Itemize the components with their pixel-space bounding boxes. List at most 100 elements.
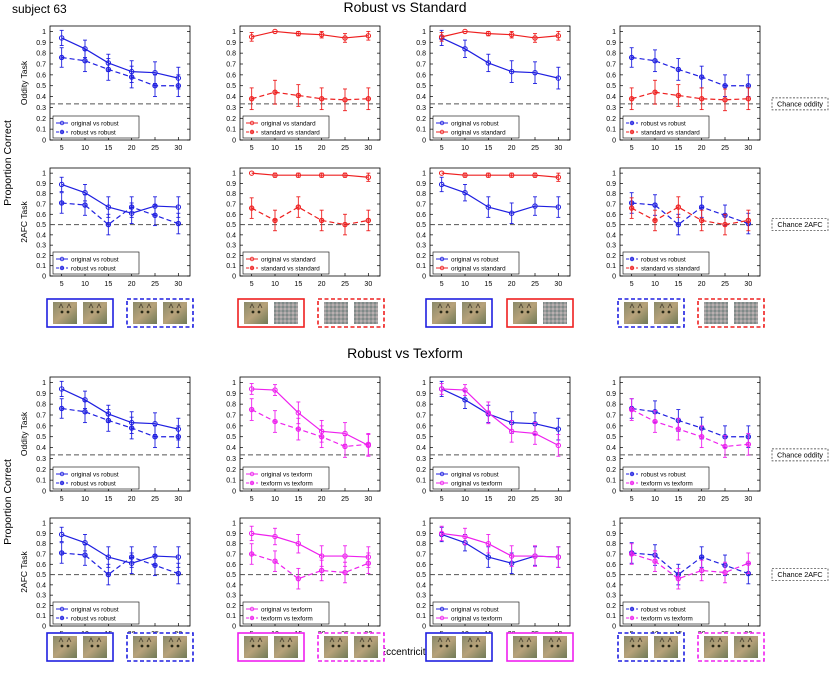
cat-ears [739,637,753,643]
y-tick-label: 0 [422,138,426,145]
y-tick-label: 0.5 [226,222,236,229]
y-tick-label: 0.3 [36,593,46,600]
data-point [462,533,468,540]
x-tick-label: 30 [364,281,372,288]
legend-entry: robust vs robust [71,480,116,487]
cat-eye [90,310,94,314]
y-tick-label: 0.6 [416,72,426,79]
chart-1-afc-2: 00.10.20.30.40.50.60.70.80.9151015202530… [416,517,571,638]
data-point [175,570,182,577]
data-point [272,558,278,564]
thumbnails-layer [46,298,765,662]
x-tick-label: 20 [508,496,516,503]
cat-image [324,636,348,658]
cat-eye [170,644,174,648]
row-label: 2AFC Task [19,551,29,593]
x-tick-label: 10 [271,496,279,503]
series-line-1 [61,552,179,576]
cat-eye [520,644,524,648]
data-point [698,217,705,224]
data-point [675,92,682,99]
data-point [318,434,325,440]
chart-0-afc-3: 00.10.20.30.40.50.60.70.80.915 10 15 20 25 30… [606,167,829,288]
data-point [652,418,658,425]
thumbnail-pair [617,298,685,328]
data-point [318,567,325,574]
data-point [628,96,635,102]
legend-entry: standard vs standard [261,129,320,136]
cat-eye [475,310,479,314]
axes-frame [429,517,571,627]
cat-ears [437,637,451,643]
y-tick-label: 0.8 [606,191,616,198]
y-tick-label: 0.1 [226,478,236,485]
thumbnail-pair [697,298,765,328]
cat-eye [176,644,180,648]
x-tick-label: 30 [554,145,562,152]
data-point [105,417,112,424]
y-tick-label: 0.4 [416,94,426,101]
legend-swatch-marker [439,480,445,486]
data-point [555,426,562,432]
x-tick-label: 5 [630,496,634,503]
y-tick-label: 0.1 [36,263,46,270]
legend-entry: original vs texform [451,480,502,487]
y-tick-label: 0.3 [36,105,46,112]
data-point [105,204,112,210]
y-tick-label: 0.5 [606,222,616,229]
legend-box [432,601,520,625]
data-point [128,554,135,560]
y-tick-label: 0.8 [36,191,46,198]
data-point [462,172,468,178]
y-tick-label: 0.1 [36,127,46,134]
cat-eye [445,644,449,648]
x-tick-label: 15 [674,496,682,503]
data-point [58,200,65,206]
x-tick-label: 25 [721,281,729,288]
legend-box [242,251,330,275]
cat-eye [631,310,635,314]
cat-image [274,636,298,658]
data-point [532,69,538,76]
cat-image [734,636,758,658]
legend-box [52,601,140,625]
data-point [652,202,658,208]
data-point [485,204,492,210]
y-tick-label: 0.5 [416,434,426,441]
data-point [508,68,515,75]
data-point [555,442,562,449]
data-point [628,54,635,61]
x-tick-label: 30 [174,281,182,288]
cat-eye [257,310,261,314]
x-tick-label: 15 [104,145,112,152]
data-point [82,552,88,558]
data-point [105,571,112,578]
series-line-1 [61,407,179,438]
cat-image [83,302,107,324]
cat-eye [60,310,64,314]
y-tick-label: 0.3 [416,456,426,463]
y-tick-label: 0.2 [36,253,46,260]
legend-entry: robust vs robust [641,606,686,613]
x-tick-label: 30 [744,145,752,152]
legend-entry: original vs texform [261,606,312,613]
cat-image [53,636,77,658]
cat-eye [445,310,449,314]
series-line-0 [441,533,559,564]
cat-ears [88,303,102,309]
y-tick-label: 0.5 [416,222,426,229]
y-tick-label: 0.2 [416,253,426,260]
cat-image [244,636,268,658]
cat-eye [439,644,443,648]
data-point [175,204,182,210]
cat-eye [520,310,524,314]
x-tick-label: 10 [81,281,89,288]
cat-eye [251,644,255,648]
y-tick-label: 0.3 [416,593,426,600]
legend-entry: original vs texform [261,471,312,478]
cat-ears [659,637,673,643]
y-tick-label: 0.6 [606,72,616,79]
row-label: 2AFC Task [19,201,29,243]
data-point [272,89,278,95]
y-tick-label: 0.5 [416,572,426,579]
